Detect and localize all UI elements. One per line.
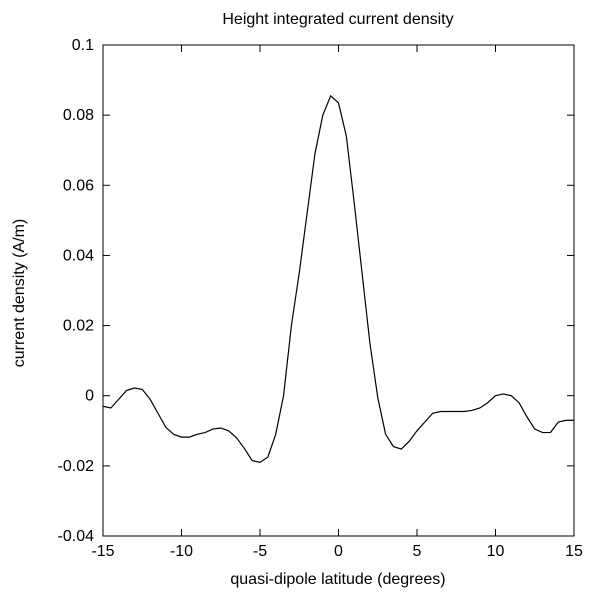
y-tick-label: 0.06 [63,177,94,194]
y-axis-label: current density (A/m) [11,219,28,367]
x-tick-label: 10 [487,543,505,560]
x-tick-label: 5 [413,543,422,560]
current-density-line [102,94,574,463]
y-tick-label: 0.02 [63,318,94,335]
y-tick-label: 0.04 [63,247,94,264]
x-tick-label: -10 [170,543,193,560]
chart-title: Height integrated current density [222,11,453,28]
y-tick-label: 0 [85,388,94,405]
x-tick-label: 15 [565,543,583,560]
y-tick-label: 0.1 [72,37,94,54]
x-tick-label: -15 [91,543,114,560]
x-tick-label: -5 [253,543,267,560]
y-tick-label: 0.08 [63,107,94,124]
x-tick-label: 0 [334,543,343,560]
x-axis-label: quasi-dipole latitude (degrees) [230,571,445,588]
y-tick-label: -0.04 [58,528,95,545]
y-tick-label: -0.02 [58,458,95,475]
plot-area-frame [102,44,575,537]
